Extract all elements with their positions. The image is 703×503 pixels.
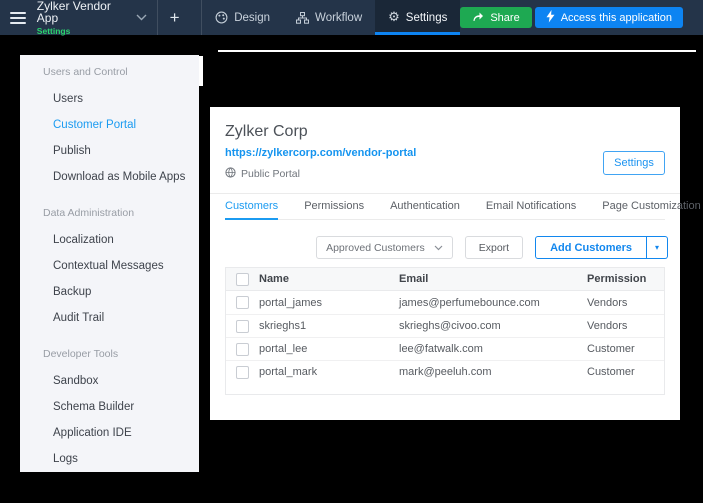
tab-workflow[interactable]: Workflow (283, 0, 375, 35)
globe-icon (225, 167, 236, 181)
table-header-row: Name Email Permission (226, 268, 664, 291)
access-label: Access this application (560, 11, 672, 24)
portal-visibility: Public Portal (225, 167, 665, 181)
portal-tabs: Customers Permissions Authentication Ema… (225, 194, 701, 220)
table-row[interactable]: portal_lee lee@fatwalk.com Customer (226, 337, 664, 360)
access-application-button[interactable]: Access this application (534, 7, 683, 28)
customers-toolbar: Approved Customers Export Add Customers … (225, 236, 668, 259)
sidebar-item-backup[interactable]: Backup (53, 286, 92, 298)
section-title-developer-tools: Developer Tools (43, 348, 119, 360)
row-checkbox[interactable] (236, 342, 249, 356)
cell-name: skrieghs1 (259, 320, 307, 332)
gear-icon: ⚙ (388, 10, 400, 25)
divider (210, 193, 680, 194)
cell-name: portal_lee (259, 343, 308, 355)
row-checkbox[interactable] (236, 296, 249, 309)
share-label: Share (490, 11, 520, 24)
sidebar-item-customer-portal[interactable]: Customer Portal (53, 119, 137, 131)
tab-authentication[interactable]: Authentication (390, 200, 460, 212)
table-row[interactable]: portal_mark mark@peeluh.com Customer (226, 360, 664, 383)
chevron-down-icon[interactable] (136, 14, 147, 21)
section-title-data-administration: Data Administration (43, 207, 135, 219)
tab-permissions[interactable]: Permissions (304, 200, 365, 212)
cell-permission: Vendors (587, 320, 628, 332)
tab-design-label: Design (234, 11, 271, 24)
add-customers-menu-button[interactable]: ▾ (647, 236, 668, 259)
column-header-email: Email (399, 273, 429, 285)
customers-table: Name Email Permission portal_james james… (225, 267, 665, 395)
table-row[interactable]: portal_james james@perfumebounce.com Ven… (226, 291, 664, 314)
share-icon (472, 11, 484, 25)
tab-page-customization[interactable]: Page Customization (602, 200, 701, 212)
sidebar-item-publish[interactable]: Publish (53, 145, 91, 157)
app-info: Zylker Vendor App Settings (37, 0, 128, 35)
settings-sidebar: Users and Control Users Customer Portal … (20, 55, 203, 472)
menu-icon[interactable] (10, 11, 26, 24)
tab-settings-label: Settings (405, 11, 448, 24)
sidebar-item-schema-builder[interactable]: Schema Builder (53, 401, 135, 413)
divider (156, 0, 158, 35)
share-button[interactable]: Share (460, 7, 532, 28)
plus-icon: + (169, 7, 180, 27)
row-checkbox[interactable] (236, 365, 249, 379)
scrollbar-thumb[interactable] (199, 56, 203, 86)
portal-settings-button[interactable]: Settings (603, 151, 665, 175)
sidebar-item-logs[interactable]: Logs (53, 453, 78, 465)
filter-value: Approved Customers (326, 241, 425, 254)
export-button[interactable]: Export (464, 236, 524, 259)
sidebar-item-download-mobile-apps[interactable]: Download as Mobile Apps (53, 171, 186, 183)
cell-name: portal_mark (259, 366, 318, 378)
cell-permission: Vendors (587, 296, 628, 309)
app-name: Zylker Vendor App (36, 0, 111, 25)
tab-design[interactable]: Design (202, 0, 283, 35)
row-checkbox[interactable] (236, 319, 249, 333)
sidebar-item-audit-trail[interactable]: Audit Trail (53, 312, 105, 324)
tab-email-notifications[interactable]: Email Notifications (485, 200, 577, 212)
workflow-icon (296, 11, 310, 24)
portal-title: Zylker Corp (225, 123, 308, 140)
portal-url-link[interactable]: https://zylkercorp.com/vendor-portal (225, 147, 417, 159)
sidebar-item-localization[interactable]: Localization (53, 234, 114, 246)
table-row[interactable]: skrieghs1 skrieghs@civoo.com Vendors (226, 314, 664, 337)
caret-down-icon: ▾ (654, 243, 659, 252)
customer-filter-dropdown[interactable]: Approved Customers (316, 236, 453, 259)
cell-email: lee@fatwalk.com (399, 343, 483, 355)
sidebar-item-sandbox[interactable]: Sandbox (53, 375, 99, 387)
bolt-icon (546, 9, 555, 26)
portal-visibility-label: Public Portal (241, 168, 300, 180)
palette-icon (215, 11, 228, 24)
add-customers-split-button: Add Customers ▾ (535, 236, 668, 259)
column-header-permission: Permission (587, 273, 647, 285)
tab-customers[interactable]: Customers (225, 194, 279, 220)
sidebar-item-contextual-messages[interactable]: Contextual Messages (53, 260, 164, 272)
tab-settings[interactable]: ⚙ Settings (375, 0, 461, 35)
sidebar-item-application-ide[interactable]: Application IDE (53, 427, 132, 439)
add-customers-button[interactable]: Add Customers (535, 236, 647, 259)
cell-email: james@perfumebounce.com (399, 296, 540, 309)
cell-permission: Customer (587, 343, 635, 355)
customer-portal-card: Zylker Corp https://zylkercorp.com/vendo… (210, 107, 701, 420)
backdrop-panel-edge (218, 50, 696, 52)
app-subtitle: Settings (36, 25, 71, 36)
tab-workflow-label: Workflow (315, 11, 363, 24)
select-all-checkbox[interactable] (236, 272, 249, 286)
cell-permission: Customer (587, 366, 635, 378)
cell-email: mark@peeluh.com (399, 366, 492, 378)
sidebar-item-users[interactable]: Users (53, 93, 84, 105)
cell-email: skrieghs@civoo.com (399, 320, 501, 332)
top-bar: Zylker Vendor App Settings + Design (0, 0, 703, 35)
divider (201, 0, 203, 35)
portal-header: Zylker Corp https://zylkercorp.com/vendo… (225, 123, 665, 180)
cell-name: portal_james (259, 296, 322, 309)
new-tab-button[interactable]: + (158, 0, 191, 35)
chevron-down-icon (434, 242, 443, 254)
column-header-name: Name (259, 273, 289, 285)
section-title-users-and-control: Users and Control (43, 66, 128, 78)
